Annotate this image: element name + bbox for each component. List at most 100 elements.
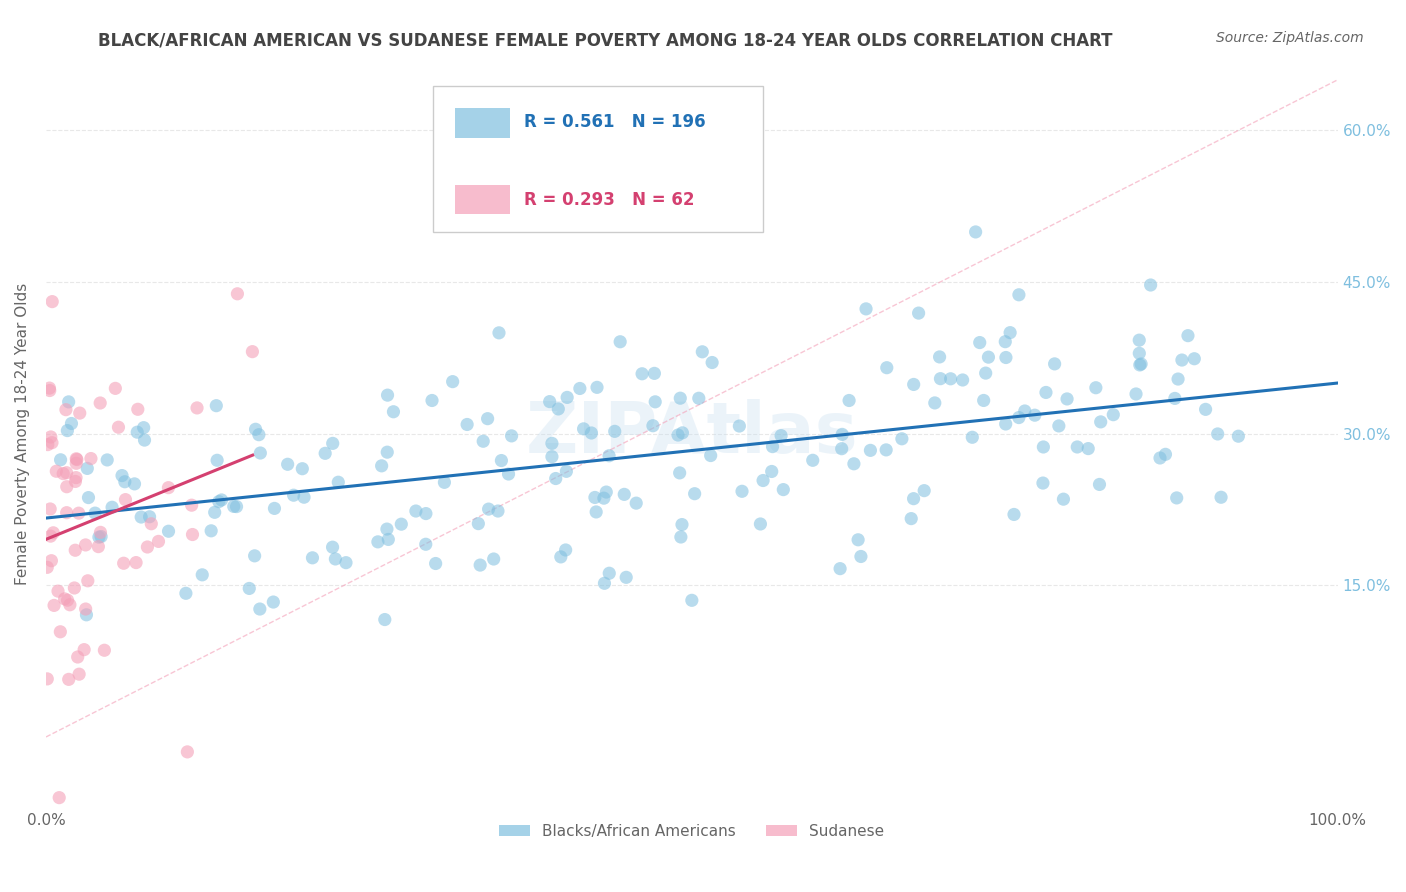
Point — [900, 511, 922, 525]
Point — [377, 533, 399, 547]
Point — [65, 451, 87, 466]
Point — [375, 445, 398, 459]
Point — [262, 595, 284, 609]
Point — [191, 567, 214, 582]
Point — [283, 488, 305, 502]
Point — [643, 367, 665, 381]
Point — [470, 558, 492, 573]
Point — [367, 534, 389, 549]
Point — [969, 335, 991, 350]
Point — [382, 405, 405, 419]
Point — [688, 391, 710, 405]
Point — [994, 334, 1017, 349]
Point — [291, 461, 314, 475]
Point — [114, 492, 136, 507]
Point — [1227, 429, 1250, 443]
Point — [242, 344, 264, 359]
Point — [903, 491, 925, 506]
Point — [683, 486, 706, 500]
Point — [1128, 346, 1150, 360]
FancyBboxPatch shape — [456, 108, 510, 138]
Point — [1047, 418, 1070, 433]
Point — [761, 440, 783, 454]
Point — [84, 506, 107, 520]
Point — [1002, 508, 1025, 522]
Point — [1154, 447, 1177, 461]
Point — [1035, 385, 1057, 400]
Point — [838, 393, 860, 408]
Point — [467, 516, 489, 531]
Point — [174, 586, 197, 600]
Point — [322, 436, 344, 450]
Point — [831, 442, 853, 456]
Point — [1206, 426, 1229, 441]
Point — [1032, 440, 1054, 454]
Point — [595, 485, 617, 500]
Point — [89, 396, 111, 410]
Point — [1102, 408, 1125, 422]
Point — [87, 530, 110, 544]
Point — [830, 561, 852, 575]
Point — [63, 581, 86, 595]
Legend: Blacks/African Americans, Sudanese: Blacks/African Americans, Sudanese — [494, 818, 890, 845]
Point — [314, 446, 336, 460]
Point — [42, 525, 65, 540]
Point — [375, 522, 398, 536]
Point — [292, 490, 315, 504]
Point — [389, 517, 412, 532]
Point — [225, 500, 247, 514]
Point — [247, 427, 270, 442]
Point — [1090, 415, 1112, 429]
Point — [112, 556, 135, 570]
Point — [728, 419, 751, 434]
Point — [962, 430, 984, 444]
Point — [66, 452, 89, 467]
Point — [53, 591, 76, 606]
Point — [66, 650, 89, 665]
Point — [157, 481, 180, 495]
Point — [550, 549, 572, 564]
Point — [111, 468, 134, 483]
Point — [770, 428, 793, 442]
Point — [415, 537, 437, 551]
Point — [501, 429, 523, 443]
Point — [952, 373, 974, 387]
Point — [585, 505, 607, 519]
Point — [238, 582, 260, 596]
Point — [641, 418, 664, 433]
Point — [613, 487, 636, 501]
Point — [1128, 333, 1150, 347]
Point — [41, 294, 63, 309]
Point — [180, 498, 202, 512]
Point — [243, 549, 266, 563]
Point — [671, 517, 693, 532]
Point — [186, 401, 208, 415]
Point — [1125, 387, 1147, 401]
Point — [148, 534, 170, 549]
Point — [761, 465, 783, 479]
Point — [912, 483, 935, 498]
Point — [75, 602, 97, 616]
Point — [441, 375, 464, 389]
Point — [370, 458, 392, 473]
Point — [1024, 408, 1046, 422]
Point — [277, 458, 299, 472]
Point — [39, 502, 62, 516]
Point — [572, 422, 595, 436]
Point — [456, 417, 478, 432]
Point — [301, 550, 323, 565]
Point — [415, 507, 437, 521]
Point — [1066, 440, 1088, 454]
Point — [998, 326, 1021, 340]
Point — [1182, 351, 1205, 366]
Point — [772, 483, 794, 497]
Point — [486, 504, 509, 518]
Point — [245, 422, 267, 436]
Point — [598, 449, 620, 463]
Point — [1209, 490, 1232, 504]
Point — [1084, 381, 1107, 395]
Point — [1077, 442, 1099, 456]
Point — [56, 424, 79, 438]
Point — [73, 642, 96, 657]
Point — [924, 396, 946, 410]
